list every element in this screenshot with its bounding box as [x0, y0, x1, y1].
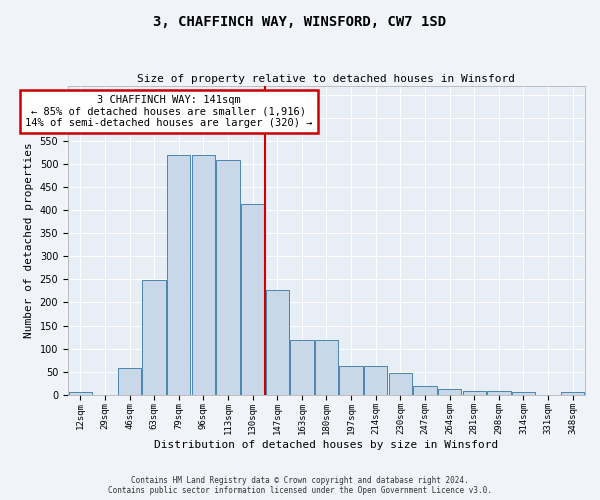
- Bar: [438, 389, 461, 394]
- Bar: [290, 340, 314, 394]
- Text: Contains HM Land Registry data © Crown copyright and database right 2024.
Contai: Contains HM Land Registry data © Crown c…: [108, 476, 492, 495]
- Bar: [364, 366, 388, 394]
- Bar: [413, 386, 437, 394]
- Bar: [315, 340, 338, 394]
- Bar: [142, 280, 166, 394]
- X-axis label: Distribution of detached houses by size in Winsford: Distribution of detached houses by size …: [154, 440, 499, 450]
- Bar: [217, 160, 239, 394]
- Bar: [241, 204, 265, 394]
- Bar: [167, 155, 190, 394]
- Bar: [68, 392, 92, 394]
- Bar: [340, 366, 363, 394]
- Bar: [512, 392, 535, 394]
- Bar: [487, 391, 511, 394]
- Bar: [191, 155, 215, 394]
- Bar: [266, 290, 289, 395]
- Bar: [463, 391, 486, 394]
- Bar: [389, 374, 412, 394]
- Bar: [561, 392, 584, 394]
- Text: 3, CHAFFINCH WAY, WINSFORD, CW7 1SD: 3, CHAFFINCH WAY, WINSFORD, CW7 1SD: [154, 15, 446, 29]
- Y-axis label: Number of detached properties: Number of detached properties: [24, 142, 34, 338]
- Text: 3 CHAFFINCH WAY: 141sqm
← 85% of detached houses are smaller (1,916)
14% of semi: 3 CHAFFINCH WAY: 141sqm ← 85% of detache…: [25, 95, 313, 128]
- Title: Size of property relative to detached houses in Winsford: Size of property relative to detached ho…: [137, 74, 515, 84]
- Bar: [118, 368, 141, 394]
